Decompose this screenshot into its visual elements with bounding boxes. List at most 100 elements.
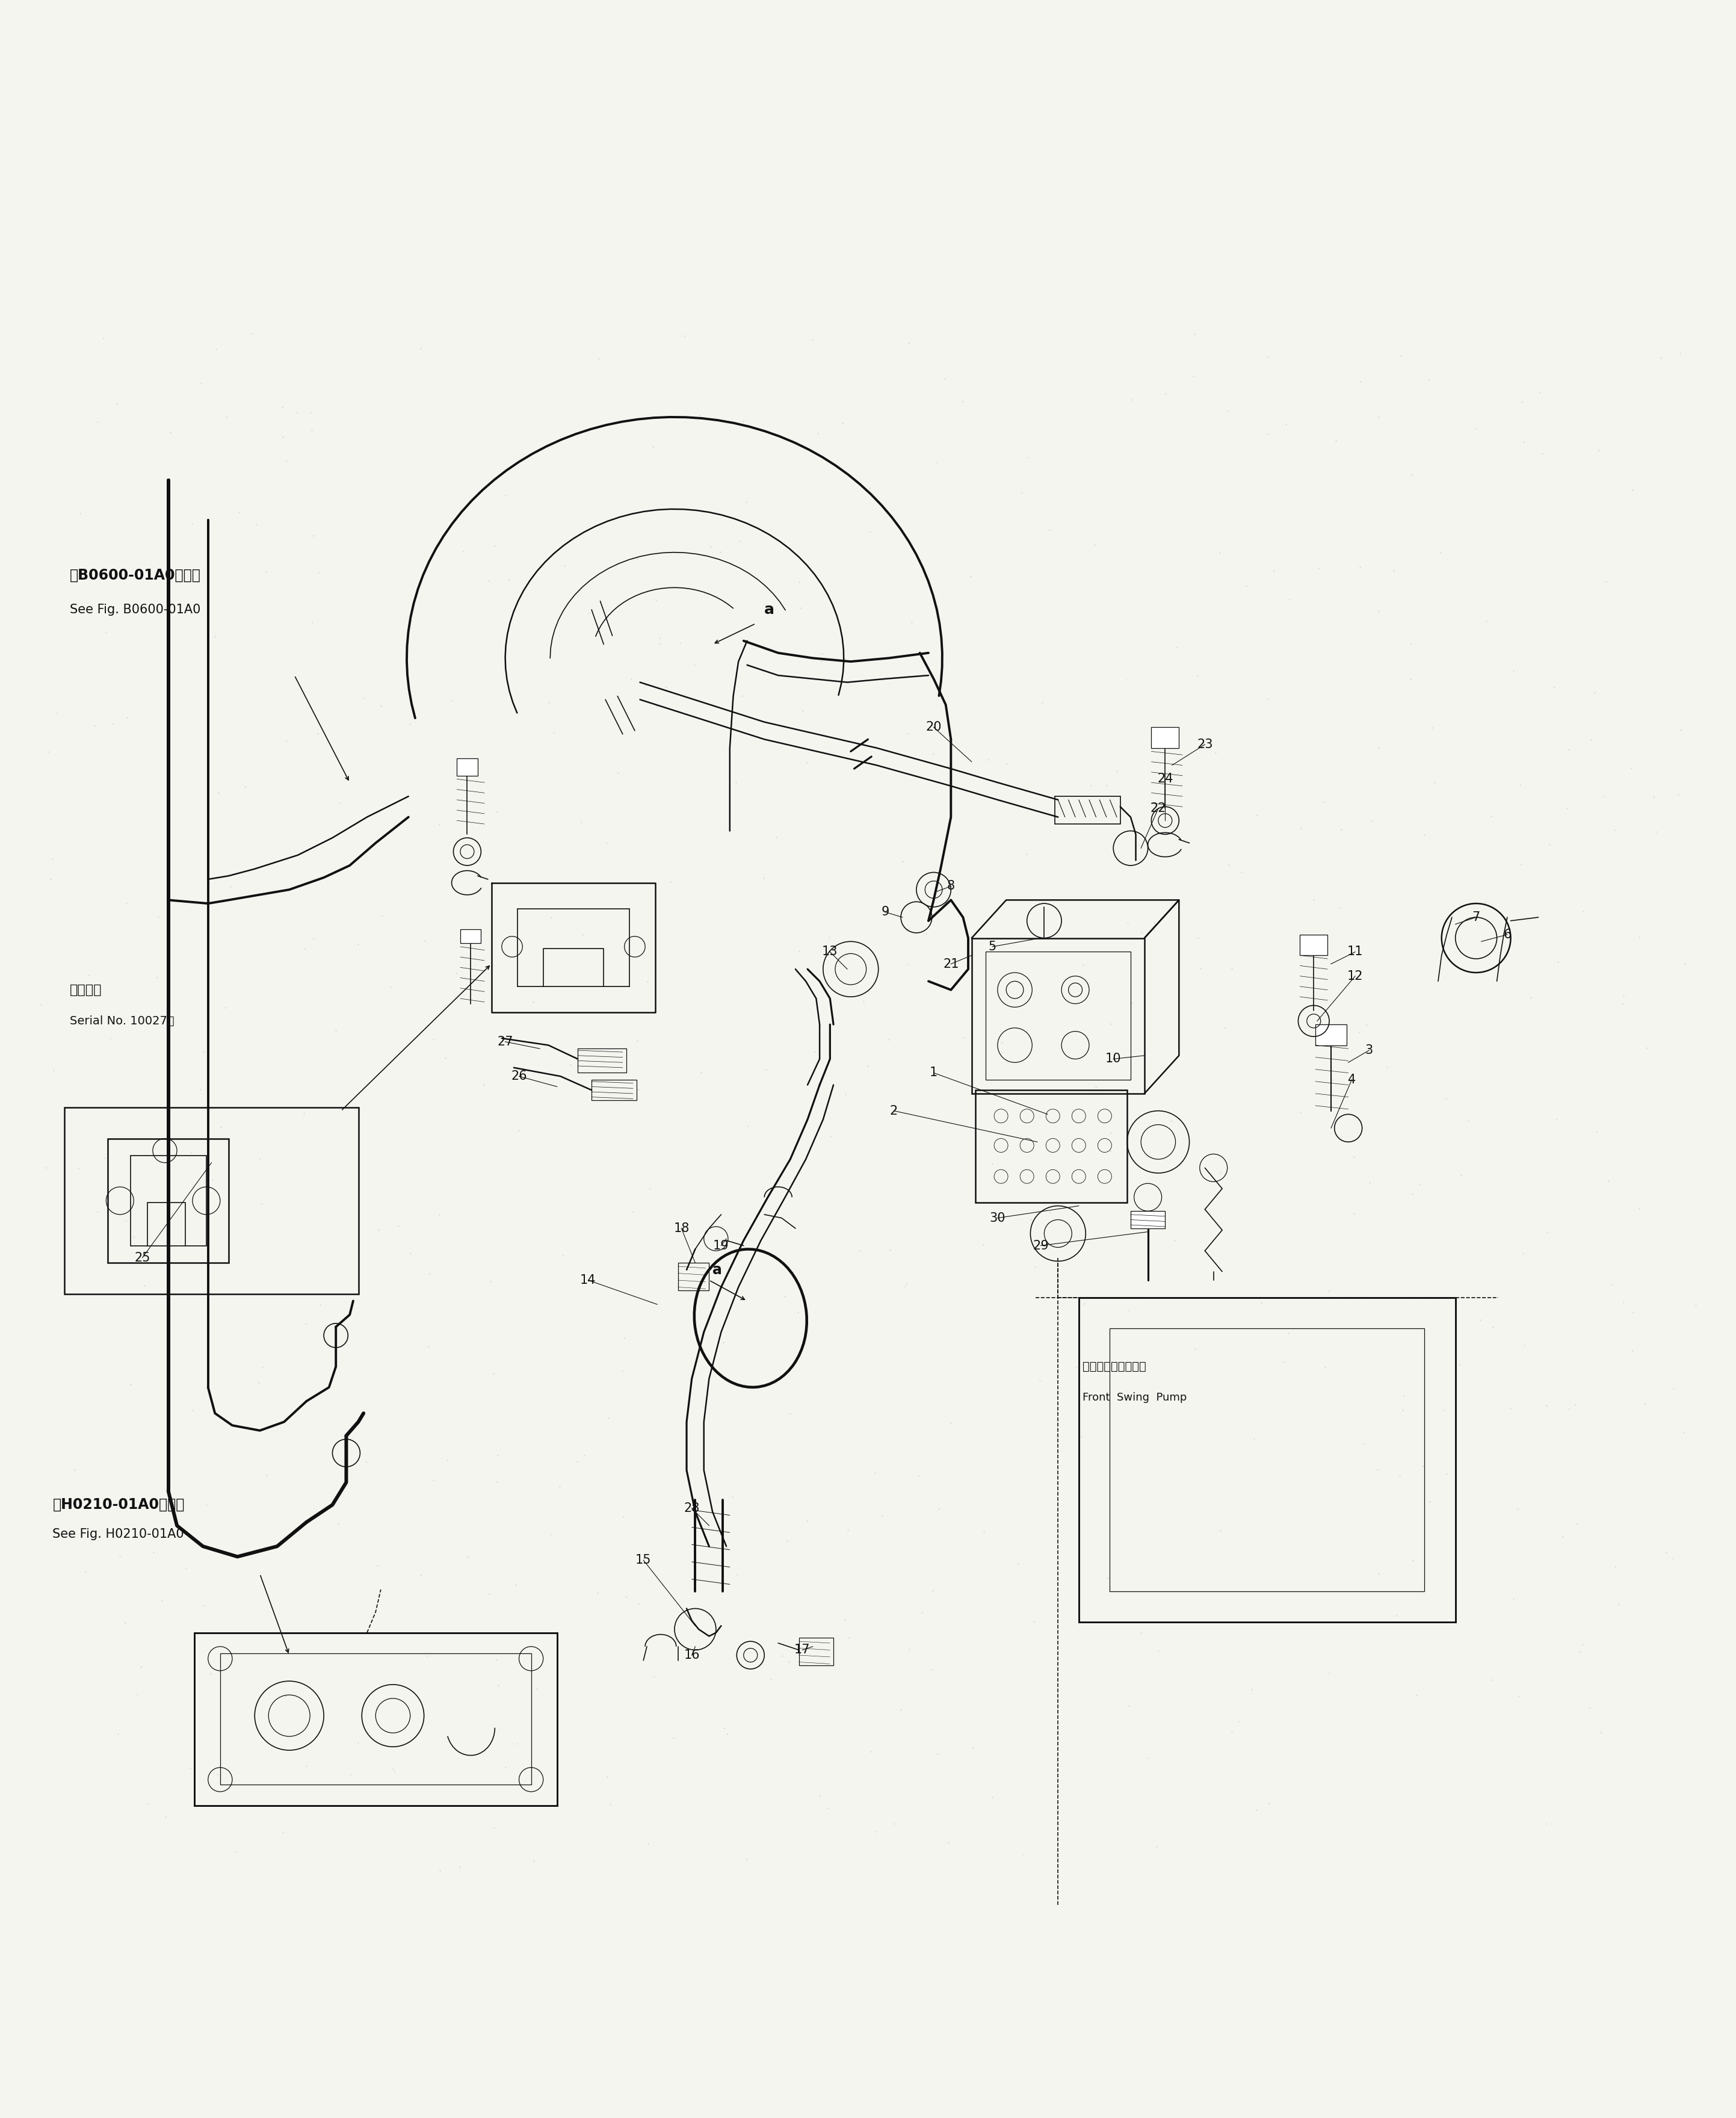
- Point: [1581, 676, 1609, 710]
- Point: [1549, 1519, 1576, 1552]
- Point: [1472, 604, 1500, 638]
- Point: [1184, 921, 1212, 955]
- Point: [273, 724, 300, 758]
- Point: [83, 405, 111, 438]
- Point: [1446, 1347, 1474, 1381]
- Point: [880, 1807, 908, 1841]
- Point: [646, 621, 674, 654]
- Point: [1069, 949, 1097, 983]
- Point: [491, 479, 519, 513]
- Text: 第B0600-01A0図参照: 第B0600-01A0図参照: [69, 568, 201, 582]
- Point: [142, 959, 170, 993]
- Point: [807, 644, 835, 678]
- Point: [891, 1269, 918, 1303]
- Point: [283, 396, 311, 430]
- Point: [1500, 1582, 1528, 1616]
- Point: [620, 1195, 648, 1228]
- Bar: [108, 1139, 229, 1262]
- Point: [113, 1203, 141, 1237]
- Text: Serial No. 10027～: Serial No. 10027～: [69, 1015, 174, 1027]
- Point: [1653, 1536, 1680, 1569]
- Point: [1500, 654, 1528, 688]
- Point: [858, 1735, 885, 1769]
- Text: 第H0210-01A0図参照: 第H0210-01A0図参照: [52, 1497, 184, 1512]
- Point: [130, 1269, 158, 1303]
- Point: [1240, 1421, 1267, 1455]
- Point: [148, 1582, 175, 1616]
- Point: [550, 549, 578, 582]
- Point: [1009, 1838, 1036, 1872]
- Point: [116, 1368, 144, 1402]
- Point: [894, 947, 922, 981]
- Point: [924, 445, 951, 479]
- Point: [1118, 383, 1146, 417]
- Point: [585, 341, 613, 375]
- Point: [1533, 1807, 1561, 1841]
- Point: [300, 921, 328, 955]
- Point: [774, 1646, 802, 1680]
- Point: [646, 627, 674, 661]
- Point: [1543, 1103, 1571, 1137]
- Point: [368, 900, 396, 934]
- Text: Front  Swing  Pump: Front Swing Pump: [1082, 1392, 1186, 1402]
- Text: 適用号機: 適用号機: [69, 985, 102, 995]
- Point: [894, 716, 922, 750]
- Point: [1255, 1785, 1283, 1819]
- Point: [1601, 1550, 1628, 1584]
- Point: [198, 1163, 226, 1197]
- Point: [179, 1394, 207, 1428]
- Point: [713, 1531, 741, 1565]
- Bar: [976, 1091, 1127, 1203]
- Point: [681, 648, 708, 682]
- Point: [212, 400, 240, 434]
- Point: [1479, 1663, 1507, 1697]
- Point: [1470, 885, 1498, 919]
- Point: [1003, 1546, 1031, 1580]
- Point: [222, 1834, 250, 1868]
- Point: [1509, 1237, 1536, 1271]
- Point: [186, 1072, 214, 1106]
- Point: [670, 320, 698, 354]
- Point: [443, 957, 470, 991]
- Point: [925, 1491, 953, 1525]
- Bar: [1130, 1211, 1165, 1228]
- Point: [641, 1658, 668, 1692]
- Text: 24: 24: [1158, 773, 1174, 786]
- Point: [1569, 894, 1597, 928]
- Point: [1364, 595, 1392, 629]
- Point: [892, 1267, 920, 1300]
- Point: [290, 932, 318, 966]
- Point: [1017, 1203, 1045, 1237]
- Point: [71, 1555, 99, 1588]
- Point: [378, 1752, 406, 1785]
- Point: [1632, 1387, 1660, 1421]
- Point: [344, 928, 372, 962]
- Point: [1269, 1345, 1297, 1379]
- Point: [835, 1620, 863, 1654]
- Point: [833, 1512, 861, 1546]
- Bar: [1300, 934, 1328, 955]
- Point: [1243, 1792, 1271, 1826]
- Point: [398, 604, 425, 638]
- Point: [306, 1288, 333, 1322]
- Point: [1248, 1286, 1276, 1320]
- Point: [597, 1788, 625, 1821]
- Point: [1509, 385, 1536, 419]
- Text: 16: 16: [684, 1650, 700, 1661]
- Point: [535, 686, 562, 720]
- Point: [1540, 671, 1568, 705]
- Point: [92, 614, 120, 648]
- Point: [290, 1097, 318, 1131]
- Text: 3: 3: [1364, 1044, 1373, 1057]
- Point: [139, 1536, 167, 1569]
- Point: [1587, 1716, 1614, 1749]
- Point: [245, 1366, 273, 1400]
- Point: [1397, 457, 1425, 491]
- Point: [632, 669, 660, 703]
- Point: [1141, 913, 1168, 947]
- Point: [1594, 1165, 1621, 1199]
- Text: a: a: [764, 602, 774, 616]
- Bar: [578, 1048, 627, 1074]
- Point: [1418, 712, 1446, 746]
- Point: [1286, 1095, 1314, 1129]
